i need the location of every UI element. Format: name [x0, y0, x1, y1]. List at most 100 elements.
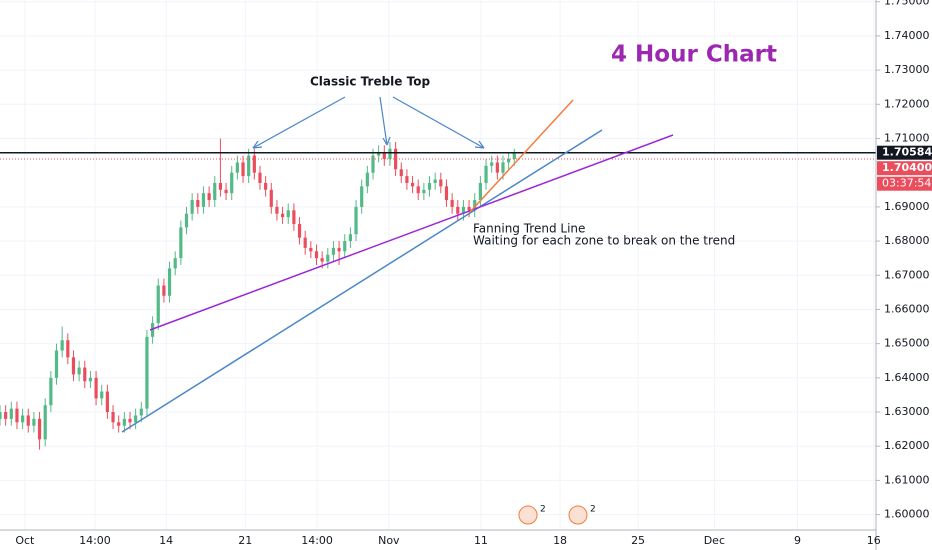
candle-body	[320, 258, 324, 262]
y-tick-label: 1.75000	[884, 0, 930, 8]
candle-body	[94, 377, 98, 399]
candle-body	[280, 213, 285, 218]
candle-body	[230, 172, 234, 194]
x-tick-label: 16	[867, 534, 881, 547]
candle-body	[105, 391, 109, 413]
candle-body	[365, 172, 369, 187]
candle-body	[258, 172, 262, 183]
candle-body	[162, 285, 166, 296]
candle-body	[416, 186, 420, 194]
candle-body	[252, 155, 256, 173]
candle-body	[49, 377, 53, 406]
candle-body	[360, 186, 364, 207]
candle-body	[394, 148, 398, 170]
y-tick-label: 1.66000	[884, 302, 930, 315]
event-count: 2	[590, 505, 596, 515]
candle-body	[388, 148, 392, 159]
x-tick-label: 14:00	[79, 534, 111, 547]
annotation: Fanning Trend Line	[473, 222, 585, 236]
event-icon[interactable]	[568, 505, 588, 525]
price-label-box	[877, 161, 932, 176]
candle-body	[207, 193, 211, 201]
axes: 1.60000 1.61000 1.62000 1.63000 1.64000 1.650…	[15, 0, 932, 547]
candle-body	[21, 415, 25, 423]
candle-body	[309, 247, 313, 252]
event-icon[interactable]	[518, 505, 538, 525]
trend-line	[469, 99, 574, 213]
countdown: 03:37:54	[882, 177, 931, 190]
y-tick-label: 1.63000	[884, 405, 930, 418]
candle-body	[467, 206, 471, 211]
candle-body	[9, 408, 13, 419]
candle-body	[484, 165, 488, 183]
y-tick-label: 1.68000	[884, 234, 930, 247]
candle-body	[371, 155, 375, 173]
candle-body	[439, 179, 443, 187]
candle-body	[377, 152, 381, 156]
x-tick-label: 11	[474, 534, 488, 547]
candle-body	[507, 159, 511, 163]
annotation: Waiting for each zone to break on the tr…	[473, 234, 735, 248]
candle-body	[269, 189, 273, 207]
annotation: Classic Treble Top	[310, 75, 430, 89]
candle-body	[167, 268, 172, 296]
candle-body	[450, 200, 454, 207]
candle-body	[303, 237, 307, 248]
y-tick-label: 1.65000	[884, 337, 930, 350]
candle-body	[399, 169, 403, 177]
candle-body	[190, 200, 194, 214]
candle-body	[490, 162, 494, 166]
candle-body	[326, 254, 330, 262]
candle-body	[354, 206, 358, 235]
y-tick-label: 1.74000	[884, 29, 930, 42]
candle-body	[173, 258, 177, 269]
candle-body	[218, 182, 223, 190]
candle-body	[297, 223, 302, 238]
candle-body	[77, 367, 81, 375]
candle-body	[201, 193, 206, 207]
candle-body	[433, 179, 437, 183]
candle-body	[139, 408, 143, 416]
candle-body	[241, 162, 245, 177]
y-tick-label: 1.64000	[884, 371, 930, 384]
price-label: 1.70584	[882, 146, 932, 159]
candle-body	[264, 182, 268, 190]
candle-body	[456, 206, 460, 214]
y-tick-label: 1.62000	[884, 439, 930, 452]
grid	[0, 0, 876, 530]
y-tick-label: 1.71000	[884, 131, 930, 144]
candle-body	[501, 162, 505, 173]
candle-body	[122, 418, 126, 426]
candle-body	[54, 350, 59, 378]
candle-body	[495, 162, 499, 173]
candle-body	[247, 155, 251, 177]
candle-body	[275, 206, 279, 214]
price-label-box	[877, 145, 932, 160]
trend-line	[149, 134, 674, 331]
y-tick-label: 1.61000	[884, 473, 930, 486]
candle-body	[286, 210, 290, 218]
candle-body	[4, 412, 8, 419]
candle-body	[343, 241, 347, 252]
chart-title: 4 Hour Chart	[611, 42, 777, 68]
candle-body	[156, 285, 160, 324]
event-badges[interactable]: 2 2	[518, 505, 596, 525]
x-tick-label: Oct	[15, 534, 35, 547]
y-tick-label: 1.67000	[884, 268, 930, 281]
y-tick-label: 1.60000	[884, 508, 930, 521]
candle-body	[117, 422, 121, 426]
time-axis	[0, 530, 876, 550]
candle-body	[337, 247, 341, 252]
drawings: Classic Treble Top Fanning Trend Line Wa…	[121, 42, 777, 433]
trend-line	[121, 129, 603, 433]
candle-body	[184, 213, 189, 228]
x-tick-label: 18	[553, 534, 567, 547]
candle-body	[427, 182, 432, 190]
candle-body	[314, 251, 319, 259]
candle-body	[111, 412, 115, 423]
x-tick-label: Dec	[704, 534, 725, 547]
y-tick-label: 1.69000	[884, 200, 930, 213]
candle-body	[150, 323, 155, 337]
candle-body	[382, 152, 386, 159]
